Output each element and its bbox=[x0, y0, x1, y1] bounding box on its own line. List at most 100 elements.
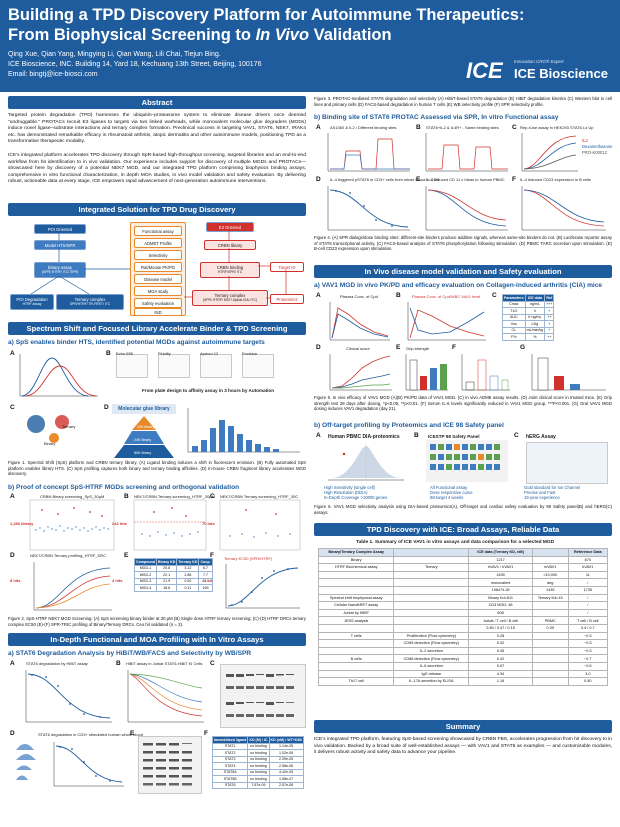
panel-label-5e: E bbox=[396, 344, 401, 351]
figure2-caption: Figure 2. SpS-HTRF NEK7 MGD Screening: (… bbox=[8, 616, 306, 627]
table-cell: no binding bbox=[247, 755, 270, 763]
hibit-title: STAT6 degradation by HiBiT assay bbox=[26, 661, 88, 666]
wb-selectivity-bands bbox=[143, 743, 192, 786]
envision-label: Envision bbox=[242, 351, 258, 356]
table-cell bbox=[531, 601, 569, 610]
binding-kd-table: Compound Binary KD Ternary KD Coop. MGD-1 20… bbox=[134, 558, 213, 592]
table-cell bbox=[393, 578, 470, 587]
table-cell bbox=[531, 555, 569, 565]
table-cell: Cellular NanoBRET assay bbox=[317, 601, 395, 610]
assay-row: CD69 detection (Flow cytometry) 0.32 ~0.3 bbox=[317, 639, 609, 648]
table-cell: 0.50 bbox=[567, 677, 609, 686]
table-cell: HTRF Biochemical assay bbox=[317, 563, 395, 572]
selectivity-row: STAT6 7.87e-09 2.57e-08 bbox=[211, 781, 304, 789]
ternary-screen-c-scatter bbox=[219, 499, 301, 551]
table-cell: STAT4 bbox=[211, 762, 249, 770]
table-cell: B cells bbox=[317, 654, 395, 663]
abstract-p2: ICE's integrated platform accelerates TP… bbox=[8, 153, 306, 185]
table-cell bbox=[317, 570, 395, 580]
library-bar-chart bbox=[187, 408, 300, 453]
ind-box: IND bbox=[134, 308, 182, 316]
table-cell: CD69 detection (Flow cytometry) bbox=[393, 639, 470, 648]
sps-emission-spectra bbox=[19, 354, 98, 397]
table-cell: 18.6 bbox=[155, 584, 178, 592]
assay-row: JESS analysis Jurkat / T cell / B cell PBM… bbox=[317, 616, 609, 625]
binary-screen-scatter bbox=[29, 499, 115, 551]
table-cell: / bbox=[567, 593, 609, 603]
panel-label-3a: A bbox=[10, 660, 15, 667]
panel-label-5a: A bbox=[316, 292, 321, 299]
table-cell: MGD-4 bbox=[134, 584, 157, 592]
table-header-cell: ICE data (Ternary KD, nM) bbox=[468, 548, 533, 557]
table-cell: Ternary Kd=15 bbox=[531, 593, 569, 603]
table-header-cell: KD (nM) / WT+D88 bbox=[268, 736, 304, 744]
assay-row: 196474.28 1435 1735 bbox=[317, 585, 609, 595]
fig3-sub-b: b) Binding site of STAT6 PROTAC Assessed… bbox=[314, 114, 559, 121]
table1-title: Table 1. Summary of ICE VAV1 in vitro as… bbox=[356, 540, 555, 545]
kd-row: MGD-2 22.1 2.86 7.7 bbox=[134, 571, 213, 579]
binary-label: Binary bbox=[44, 441, 56, 446]
table-cell: Jurkat by HiBiT bbox=[317, 608, 395, 618]
table-cell: 0.67 bbox=[468, 661, 533, 671]
table-cell: 3.0 bbox=[567, 669, 609, 679]
hits-1: 1 hit bbox=[204, 578, 213, 583]
panel-label-5f: F bbox=[452, 344, 456, 351]
table-cell bbox=[531, 608, 569, 618]
instrument-echo bbox=[116, 354, 148, 378]
table-header-cell: Coop. bbox=[198, 558, 213, 566]
table-cell: 21.9 bbox=[155, 577, 178, 585]
table-cell: hVAV1 bbox=[567, 563, 609, 572]
facs-histograms bbox=[16, 744, 36, 780]
bullet-9: 15-year experience bbox=[524, 495, 560, 500]
hits-70: 70 hits bbox=[202, 521, 215, 526]
panel-label-5b: B bbox=[396, 292, 401, 299]
assay-row: monovalent deg / bbox=[317, 578, 609, 587]
table-header-cell: Binary/Ternary Complex Assay bbox=[317, 548, 395, 557]
safety-panel-title: ICESTP 98 Safety Panel bbox=[428, 434, 480, 439]
table-cell: 0.32 bbox=[468, 639, 533, 648]
bullets-safety: All Functional assay Dose responsive cur… bbox=[430, 485, 473, 500]
table-cell: deg bbox=[531, 578, 569, 587]
table-cell: F% bbox=[502, 333, 526, 341]
wholeblood-degradation-curve bbox=[53, 742, 124, 787]
lib-10k: 10K library bbox=[137, 425, 155, 429]
table-cell: / bbox=[567, 578, 609, 587]
table-cell: 0.11 bbox=[176, 584, 200, 592]
table-cell: 670 bbox=[567, 555, 609, 565]
affiliation: ICE Bioscience, INC. Building 14, Yard 1… bbox=[8, 61, 262, 68]
panel-label-4e: E bbox=[416, 176, 421, 183]
table-cell: 1.16 bbox=[468, 677, 533, 686]
table-cell bbox=[393, 623, 470, 633]
table-cell: / bbox=[567, 608, 609, 618]
table-cell bbox=[531, 654, 569, 663]
aprium-label: Aprium 12 bbox=[200, 351, 219, 356]
table-cell: CD3 MGD: 48 bbox=[468, 601, 533, 610]
bullet-4: All Functional assay bbox=[430, 485, 468, 490]
email: Email: bingtj@ice-biosci.com bbox=[8, 71, 98, 78]
ec50-title: Ternary EC50 (SPR/HTRF) bbox=[224, 556, 273, 561]
table-cell: STAT2 bbox=[211, 749, 249, 757]
cd23-title: IL-4 induced CD23 expression in B cells bbox=[520, 177, 591, 182]
table-cell bbox=[393, 585, 470, 595]
table-cell: 42.1 bbox=[198, 577, 213, 585]
table-cell: ~0.3 bbox=[567, 639, 609, 648]
table-cell: T cells bbox=[317, 631, 395, 641]
assay-row: Spectral shift biophysical assay Binary K… bbox=[317, 593, 609, 603]
legend-pro: PRO-K00012 bbox=[582, 150, 607, 155]
table-header-cell: KD (M) / IC bbox=[247, 736, 270, 744]
abstract-p1: Targeted protein degradation (TPD) harne… bbox=[8, 113, 306, 145]
table-cell bbox=[317, 585, 395, 595]
panel-label-3d: D bbox=[10, 730, 15, 737]
proteomics-title: Human PBMC DIA-proteomics bbox=[328, 434, 400, 440]
table-cell: % bbox=[524, 333, 546, 341]
hits-8: 8 hits bbox=[10, 578, 21, 583]
cd23-curves bbox=[521, 186, 606, 231]
bullet-7: Gold standard for Ion Channel bbox=[524, 485, 581, 490]
cd11c-curves bbox=[425, 186, 508, 231]
binary-assay-box: Binary assay (SPR/ HTRF/ ITC/ SPR) bbox=[34, 262, 86, 278]
bullet-8: Precise and Fast bbox=[524, 490, 556, 495]
ternary-drc-curves bbox=[33, 562, 112, 611]
table-cell: IL-2 secretion bbox=[393, 646, 470, 656]
selectivity-row: STAT5A no binding 4.42e-05 bbox=[211, 768, 304, 776]
figure4-caption: Figure 4. (A) SPR dialogs/dose binding s… bbox=[314, 235, 612, 252]
